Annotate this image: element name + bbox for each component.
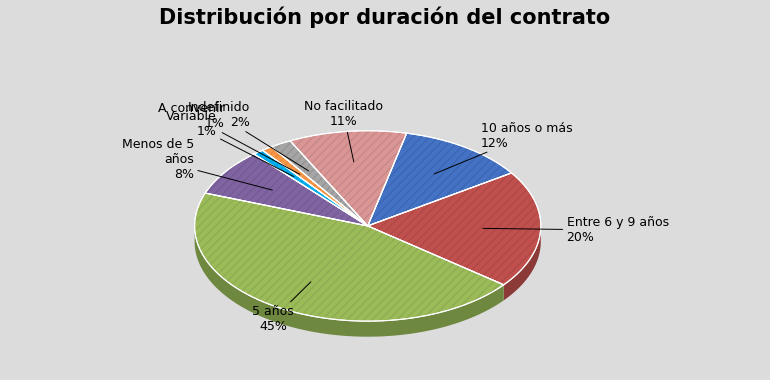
Text: 10 años o más
12%: 10 años o más 12% [434, 122, 572, 174]
Title: Distribución por duración del contrato: Distribución por duración del contrato [159, 7, 611, 28]
Polygon shape [290, 131, 407, 226]
Polygon shape [263, 147, 368, 226]
Text: Indefinido
2%: Indefinido 2% [188, 101, 309, 171]
Polygon shape [368, 133, 511, 226]
Polygon shape [504, 226, 541, 300]
Text: No facilitado
11%: No facilitado 11% [304, 100, 383, 162]
Text: Variable
1%: Variable 1% [166, 110, 294, 177]
Text: A convenir
1%: A convenir 1% [158, 102, 300, 174]
Polygon shape [254, 150, 368, 226]
Polygon shape [206, 154, 368, 226]
Text: Entre 6 y 9 años
20%: Entre 6 y 9 años 20% [483, 216, 668, 244]
Polygon shape [195, 228, 504, 337]
Polygon shape [195, 193, 504, 321]
Polygon shape [271, 141, 368, 226]
Polygon shape [368, 173, 541, 285]
Text: Menos de 5
años
8%: Menos de 5 años 8% [122, 138, 273, 190]
Text: 5 años
45%: 5 años 45% [253, 282, 311, 333]
